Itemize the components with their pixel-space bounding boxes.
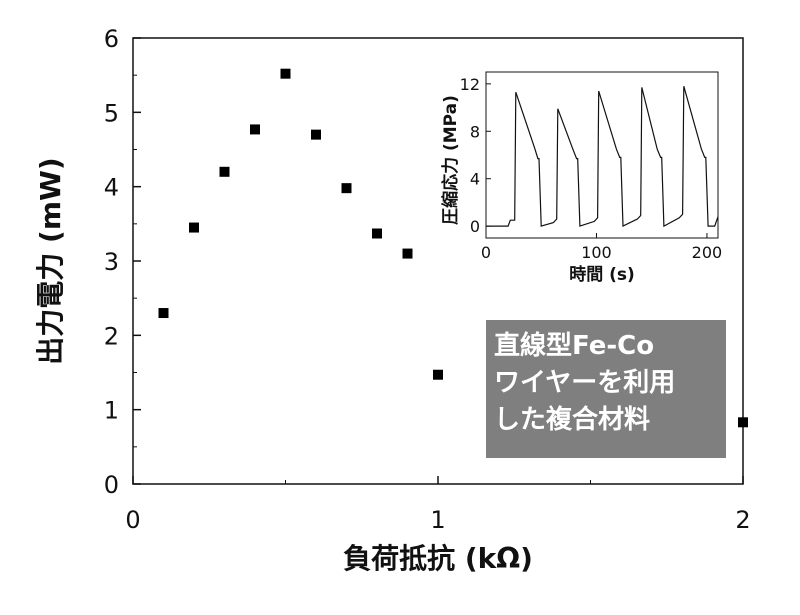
main-data-point bbox=[280, 68, 291, 79]
main-data-point bbox=[341, 183, 352, 194]
main-y-axis-ticks: 0 1 2 3 4 5 6 bbox=[104, 25, 141, 499]
inset-y-axis-title: 圧縮応力 (MPa) bbox=[440, 95, 461, 225]
main-data-point bbox=[372, 228, 382, 239]
inset-y-tick-label: 12 bbox=[460, 75, 480, 94]
inset-x-axis-title: 時間 (s) bbox=[569, 264, 635, 285]
inset-y-tick-label: 4 bbox=[470, 170, 480, 189]
main-data-point bbox=[158, 308, 169, 319]
inset-plot-frame bbox=[485, 71, 719, 239]
annotation-line-2: ワイヤーを利用 bbox=[494, 368, 676, 398]
annotation-line-3: した複合材料 bbox=[494, 405, 651, 435]
main-x-tick-label: 1 bbox=[430, 506, 445, 534]
main-x-tick-label: 2 bbox=[735, 506, 750, 534]
inset-plot-background bbox=[486, 72, 718, 238]
material-annotation-box: 直線型Fe-Co ワイヤーを利用 した複合材料 bbox=[486, 320, 726, 458]
main-y-tick-label: 1 bbox=[104, 397, 119, 425]
inset-y-tick-label: 8 bbox=[470, 122, 480, 141]
main-data-point bbox=[402, 248, 413, 259]
main-y-tick-label: 4 bbox=[104, 174, 119, 202]
main-y-tick-label: 3 bbox=[104, 248, 119, 276]
main-data-point bbox=[311, 129, 321, 140]
main-x-axis-ticks: 0 1 2 bbox=[125, 476, 751, 534]
main-y-tick-label: 5 bbox=[104, 99, 119, 127]
inset-y-axis-ticks: 0 4 8 12 bbox=[460, 75, 491, 236]
main-data-point bbox=[738, 417, 748, 428]
main-data-point bbox=[433, 369, 443, 380]
inset-x-tick-label: 200 bbox=[692, 243, 723, 262]
main-data-point bbox=[250, 124, 260, 135]
inset-x-tick-label: 100 bbox=[581, 243, 612, 262]
inset-x-tick-label: 0 bbox=[481, 243, 491, 262]
main-data-point bbox=[189, 222, 199, 233]
main-data-points bbox=[158, 68, 748, 428]
annotation-line-1: 直線型Fe-Co bbox=[494, 331, 655, 361]
inset-y-tick-label: 0 bbox=[470, 217, 480, 236]
main-y-axis-title: 出力電力 (mW) bbox=[34, 157, 67, 364]
main-x-axis-title: 負荷抵抗 (kΩ) bbox=[343, 542, 533, 575]
main-y-tick-label: 0 bbox=[104, 471, 119, 499]
inset-stress-series-line bbox=[486, 86, 719, 228]
main-x-tick-label: 0 bbox=[125, 506, 140, 534]
inset-x-axis-ticks: 0 100 200 bbox=[481, 233, 722, 262]
main-y-tick-label: 6 bbox=[104, 25, 119, 53]
main-data-point bbox=[219, 166, 230, 177]
main-y-tick-label: 2 bbox=[104, 322, 119, 350]
